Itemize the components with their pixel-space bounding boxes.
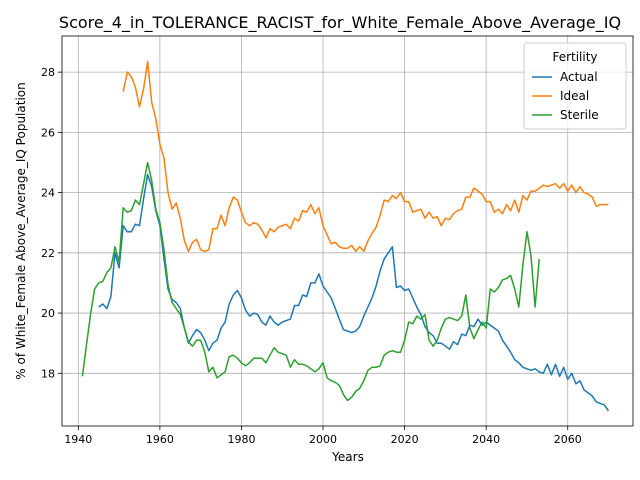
x-tick-label: 2060 — [554, 433, 582, 446]
chart-title: Score_4_in_TOLERANCE_RACIST_for_White_Fe… — [59, 13, 621, 33]
x-tick-label: 1960 — [146, 433, 174, 446]
series-line-actual — [98, 173, 610, 412]
y-axis: 18 20 22 24 26 28 — [41, 66, 62, 380]
x-tick-label: 2000 — [309, 433, 337, 446]
y-tick-label: 28 — [41, 66, 55, 79]
legend: Fertility Actual Ideal Sterile — [523, 42, 627, 130]
legend-title: Fertility — [552, 50, 597, 64]
y-tick-label: 24 — [41, 187, 55, 200]
x-tick-label: 1980 — [227, 433, 255, 446]
legend-label-sterile: Sterile — [560, 108, 599, 122]
series-line-ideal — [122, 60, 609, 253]
x-axis-label: Years — [331, 450, 364, 464]
x-tick-label: 2020 — [391, 433, 419, 446]
y-tick-label: 26 — [41, 126, 55, 139]
y-tick-label: 18 — [41, 367, 55, 380]
legend-items: Actual Ideal Sterile — [532, 70, 599, 122]
series-line-sterile — [81, 161, 540, 402]
legend-box — [523, 42, 627, 130]
y-axis-label: % of White_Female Above_Average_IQ Popul… — [14, 82, 28, 379]
x-tick-label: 2040 — [472, 433, 500, 446]
x-axis: 1940 1960 1980 2000 2020 2040 2060 — [64, 426, 582, 446]
legend-label-ideal: Ideal — [560, 89, 589, 103]
series-layer — [81, 60, 610, 412]
y-tick-label: 22 — [41, 247, 55, 260]
plot-frame — [61, 35, 634, 427]
x-tick-label: 1940 — [64, 433, 92, 446]
y-tick-label: 20 — [41, 307, 55, 320]
legend-label-actual: Actual — [560, 70, 598, 84]
